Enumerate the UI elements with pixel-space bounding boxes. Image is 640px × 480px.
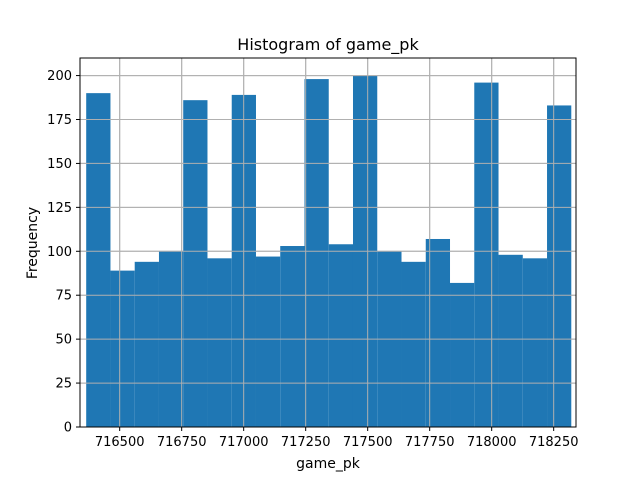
histogram-bar (304, 79, 329, 427)
y-axis-ticks: 0 25 50 75 100 125 150 175 200 (47, 69, 80, 436)
x-tick-label: 716750 (157, 435, 207, 450)
histogram-bar (86, 93, 111, 428)
histogram-bar (134, 261, 159, 427)
grid-lines-overlay (80, 58, 576, 428)
x-tick-label: 716500 (95, 435, 145, 450)
histogram-bar (498, 254, 523, 427)
x-tick-label: 717000 (219, 435, 269, 450)
histogram-bar (401, 261, 426, 427)
histogram-bar (522, 258, 548, 427)
histogram-bar (207, 258, 232, 427)
y-tick-label: 200 (47, 69, 72, 84)
y-tick-label: 25 (55, 377, 72, 392)
histogram-bar (255, 256, 281, 427)
chart-title: Histogram of game_pk (237, 35, 419, 55)
y-tick-label: 0 (64, 421, 72, 436)
y-tick-label: 75 (55, 289, 72, 304)
x-tick-label: 717750 (405, 435, 455, 450)
x-tick-label: 718250 (529, 435, 579, 450)
y-tick-label: 175 (47, 113, 72, 128)
plot-area-frame (79, 57, 577, 428)
histogram-bar (280, 246, 305, 427)
histogram-bar (547, 105, 572, 427)
x-tick-label: 718000 (467, 435, 517, 450)
histogram-bar (450, 282, 475, 427)
histogram-bar (474, 82, 499, 427)
x-tick-label: 717250 (281, 435, 331, 450)
y-tick-label: 125 (47, 201, 72, 216)
y-tick-label: 100 (47, 245, 72, 260)
histogram-bar (328, 244, 353, 427)
histogram-bar (110, 270, 135, 427)
x-axis-ticks: 716500 716750 717000 717250 717500 717750 7180… (95, 427, 579, 450)
y-tick-label: 50 (55, 333, 72, 348)
y-tick-label: 150 (47, 157, 72, 172)
x-axis-label: game_pk (296, 456, 361, 472)
y-axis-label: Frequency (25, 207, 41, 279)
histogram-bar (183, 100, 208, 428)
x-tick-label: 717500 (343, 435, 393, 450)
